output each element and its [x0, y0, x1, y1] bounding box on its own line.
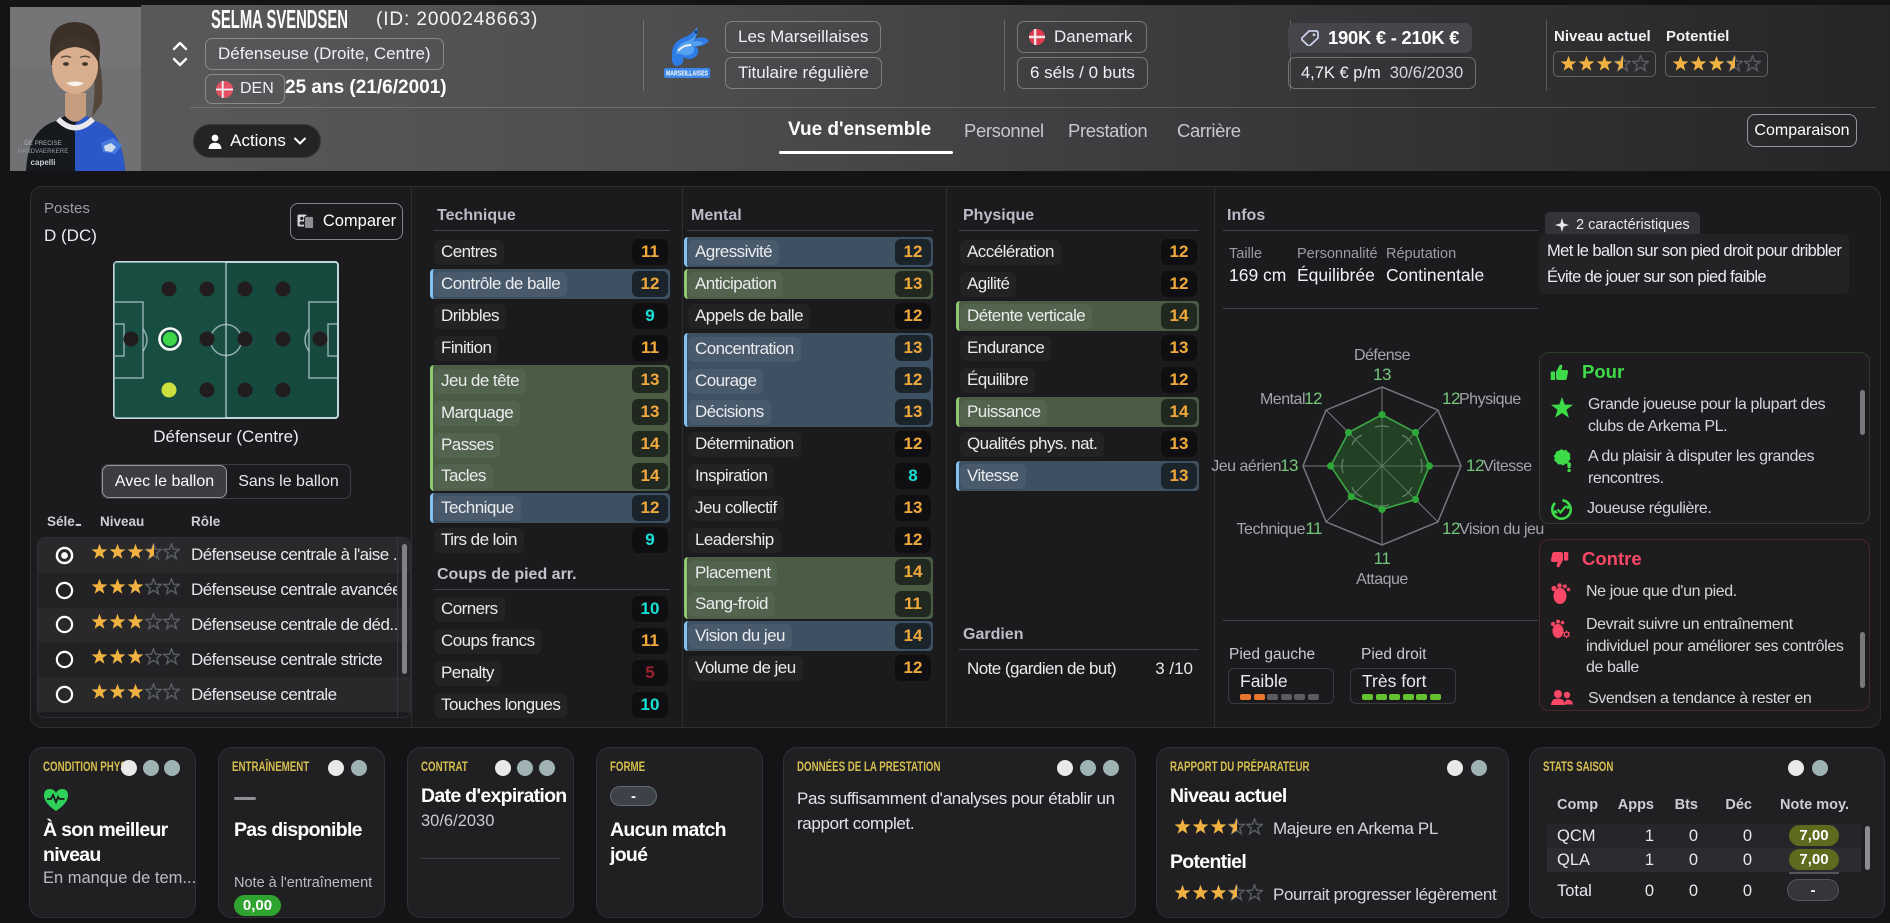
svg-text:Vision du jeu: Vision du jeu: [1459, 521, 1544, 538]
svg-text:Attaque: Attaque: [1356, 571, 1408, 588]
svg-text:12: 12: [1442, 389, 1460, 408]
svg-text:12: 12: [1304, 389, 1322, 408]
svg-text:capelli: capelli: [31, 158, 56, 167]
svg-text:Technique: Technique: [1237, 521, 1306, 538]
svg-text:Jeu aérien: Jeu aérien: [1211, 458, 1281, 475]
svg-text:DE PRECISE: DE PRECISE: [24, 140, 61, 147]
svg-text:MARSEILLAISES: MARSEILLAISES: [666, 71, 708, 78]
svg-text:Mental: Mental: [1260, 391, 1305, 408]
svg-text:Défense: Défense: [1354, 347, 1411, 364]
svg-text:12: 12: [1466, 456, 1484, 475]
svg-text:Physique: Physique: [1459, 391, 1521, 408]
svg-text:11: 11: [1305, 519, 1322, 538]
svg-text:12: 12: [1442, 519, 1460, 538]
svg-text:HANDVAERKERE: HANDVAERKERE: [18, 148, 69, 155]
svg-text:Vitesse: Vitesse: [1483, 458, 1532, 475]
svg-text:13: 13: [1373, 365, 1391, 384]
svg-text:13: 13: [1280, 456, 1298, 475]
svg-text:11: 11: [1374, 549, 1391, 568]
